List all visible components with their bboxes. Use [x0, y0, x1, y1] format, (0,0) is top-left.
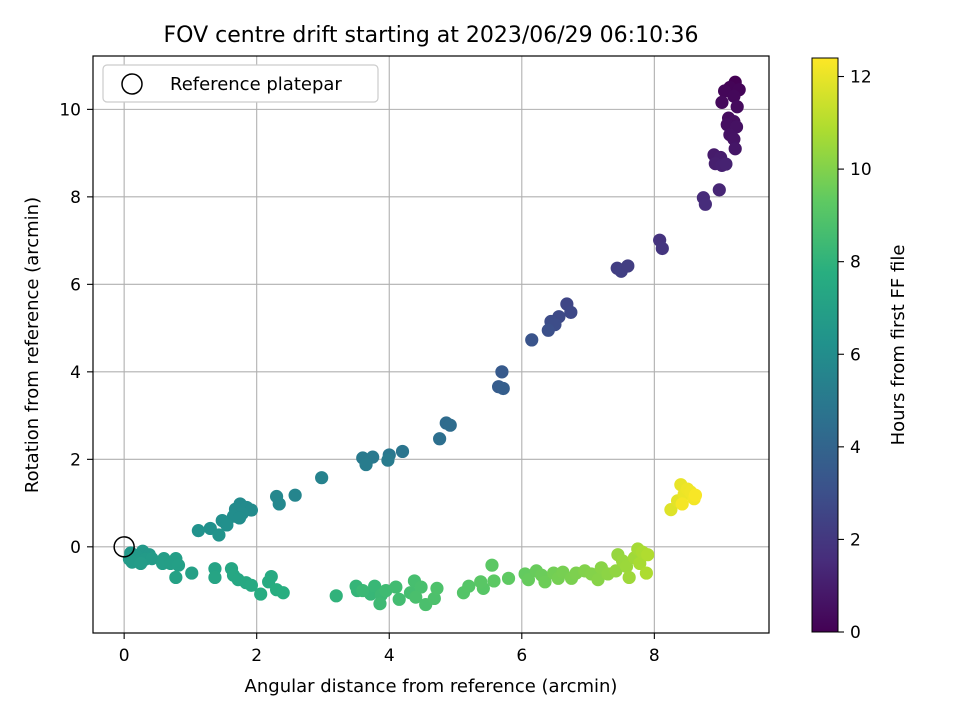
data-point: [719, 157, 733, 171]
data-point: [633, 556, 647, 571]
x-tick-label: 0: [119, 646, 130, 666]
data-point: [220, 518, 234, 532]
y-tick-label: 6: [70, 275, 81, 295]
colorbar-label: Hours from first FF file: [888, 245, 909, 446]
x-tick-label: 8: [649, 646, 660, 666]
data-point: [254, 587, 268, 601]
colorbar-tick-label: 10: [850, 160, 872, 180]
data-point: [487, 574, 501, 588]
colorbar-tick-label: 6: [850, 345, 861, 365]
data-point: [134, 556, 148, 571]
data-point: [145, 552, 159, 566]
colorbar-tick-label: 8: [850, 253, 861, 273]
data-point: [609, 564, 623, 578]
data-point: [485, 558, 499, 572]
colorbar-gradient: [811, 57, 839, 633]
data-point: [315, 471, 329, 485]
reference-platepar-marker: [113, 536, 135, 558]
colorbar-tick-label: 12: [850, 68, 872, 88]
data-point: [727, 89, 741, 103]
data-point: [356, 583, 370, 598]
y-tick-label: 10: [59, 100, 81, 120]
data-point: [728, 142, 742, 156]
y-tick-label: 0: [70, 538, 81, 558]
data-point: [501, 571, 516, 585]
data-point: [381, 453, 395, 467]
colorbar-tick-label: 4: [850, 438, 861, 458]
data-point: [169, 570, 183, 585]
legend-marker: [121, 73, 143, 95]
data-point: [641, 548, 655, 562]
data-point: [329, 589, 343, 603]
data-point: [655, 241, 669, 256]
data-point: [688, 488, 703, 502]
plot-frame: [92, 55, 770, 634]
legend-label: Reference platepar: [170, 74, 342, 95]
data-point: [564, 305, 578, 319]
data-point: [521, 573, 536, 587]
data-point: [715, 95, 729, 109]
data-point: [433, 432, 447, 446]
legend-box: [102, 64, 379, 103]
data-point: [288, 488, 302, 502]
data-point: [474, 575, 488, 589]
colorbar-ticks: 0 2 4 6 8 10 12: [838, 68, 872, 643]
data-point: [430, 581, 444, 595]
data-point: [541, 323, 555, 337]
data-point: [591, 573, 605, 587]
x-tick-label: 6: [516, 646, 527, 666]
data-points: [122, 75, 746, 612]
y-tick-label: 2: [70, 450, 81, 470]
data-point: [495, 365, 509, 379]
data-point: [389, 580, 403, 594]
data-point: [730, 100, 744, 114]
y-axis-ticks: 0 2 4 6 8 10: [59, 100, 93, 558]
y-tick-label: 8: [70, 188, 81, 208]
data-point: [525, 333, 539, 347]
data-point: [272, 497, 286, 511]
y-tick-label: 4: [70, 363, 81, 383]
chart-title: FOV centre drift starting at 2023/06/29 …: [164, 23, 699, 48]
data-point: [698, 197, 712, 211]
data-point: [496, 381, 510, 396]
y-axis-label: Rotation from reference (arcmin): [22, 197, 43, 493]
legend: Reference platepar: [102, 64, 379, 103]
data-point: [373, 597, 387, 611]
x-axis-label: Angular distance from reference (arcmin): [245, 676, 618, 697]
data-point: [639, 566, 653, 580]
data-point: [619, 559, 634, 574]
data-point: [414, 580, 428, 594]
colorbar-tick-label: 0: [850, 623, 861, 643]
data-point: [443, 418, 457, 432]
data-point: [276, 586, 290, 600]
data-point: [675, 497, 689, 511]
data-point: [185, 566, 199, 580]
x-tick-label: 2: [251, 646, 262, 666]
data-point: [392, 592, 406, 606]
data-point: [621, 259, 635, 273]
data-point: [212, 528, 226, 542]
data-point: [171, 558, 186, 572]
data-point: [622, 570, 636, 585]
x-tick-label: 4: [384, 646, 395, 666]
data-point: [712, 183, 726, 197]
data-point: [244, 578, 258, 592]
grid-lines: [93, 56, 769, 633]
data-point: [379, 583, 393, 598]
data-point: [208, 570, 222, 585]
data-point: [538, 575, 552, 589]
data-point: [395, 444, 410, 459]
colorbar-tick-label: 2: [850, 530, 861, 550]
data-point: [427, 591, 441, 606]
data-point: [232, 511, 247, 525]
colorbar: 0 2 4 6 8 10 12 Hours from first FF file: [811, 57, 909, 643]
x-axis-ticks: 0 2 4 6 8: [119, 633, 660, 666]
data-point: [191, 524, 205, 538]
data-point: [462, 579, 476, 593]
data-point: [359, 457, 373, 472]
data-point: [727, 132, 741, 146]
data-point: [409, 590, 423, 604]
